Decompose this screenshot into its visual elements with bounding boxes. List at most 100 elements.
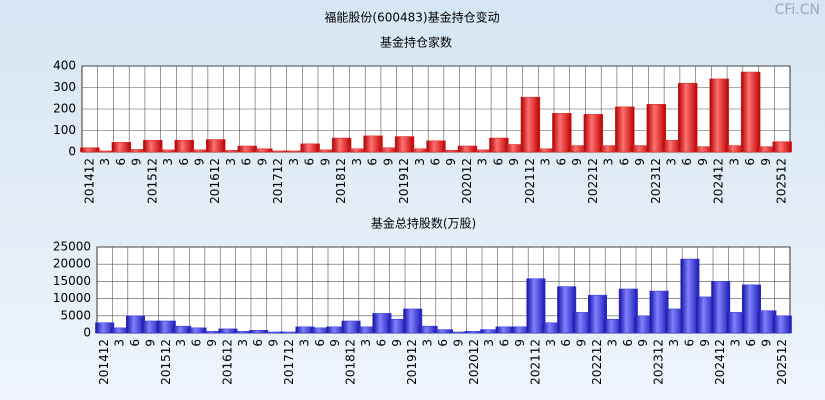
y-tick-label: 400 bbox=[53, 59, 76, 73]
x-tick-label: 3 bbox=[729, 339, 743, 347]
x-tick-label: 6 bbox=[491, 158, 505, 166]
y-tick-label: 25000 bbox=[53, 240, 91, 254]
watermark: CFi.CN bbox=[775, 2, 820, 18]
y-tick-label: 5000 bbox=[60, 308, 91, 322]
x-tick-label: 3 bbox=[287, 158, 301, 166]
bar bbox=[520, 96, 541, 153]
x-tick-label: 9 bbox=[130, 158, 144, 166]
bar bbox=[174, 139, 194, 153]
x-tick-label: 6 bbox=[374, 339, 388, 347]
x-tick-label: 202212 bbox=[586, 158, 600, 204]
x-tick-label: 3 bbox=[413, 158, 427, 166]
bar bbox=[300, 143, 320, 153]
x-tick-label: 6 bbox=[366, 158, 380, 166]
bar bbox=[618, 288, 638, 334]
x-tick-label: 9 bbox=[507, 158, 521, 166]
bar bbox=[709, 78, 729, 153]
x-tick-label: 9 bbox=[328, 339, 342, 347]
bar bbox=[143, 139, 163, 153]
bar bbox=[249, 329, 269, 334]
y-tick-label: 0 bbox=[83, 326, 91, 340]
x-tick-label: 6 bbox=[436, 339, 450, 347]
y-tick-label: 15000 bbox=[53, 274, 91, 288]
bar bbox=[426, 140, 446, 153]
page-title: 福能股份(600483)基金持仓变动 bbox=[324, 10, 499, 25]
x-tick-label: 3 bbox=[236, 339, 250, 347]
bar bbox=[111, 142, 132, 153]
y-tick-label: 200 bbox=[53, 102, 76, 116]
x-tick-label: 6 bbox=[128, 339, 142, 347]
x-tick-label: 6 bbox=[559, 339, 573, 347]
x-tick-label: 3 bbox=[350, 158, 364, 166]
x-tick-label: 6 bbox=[680, 158, 694, 166]
chart-title: 基金持仓家数 bbox=[380, 35, 452, 50]
x-tick-label: 6 bbox=[313, 339, 327, 347]
bar bbox=[772, 141, 792, 153]
x-tick-label: 6 bbox=[177, 158, 191, 166]
x-tick-label: 9 bbox=[255, 158, 269, 166]
x-tick-label: 9 bbox=[636, 339, 650, 347]
x-tick-label: 6 bbox=[744, 339, 758, 347]
x-tick-label: 3 bbox=[161, 158, 175, 166]
x-tick-label: 3 bbox=[605, 339, 619, 347]
x-tick-label: 3 bbox=[98, 158, 112, 166]
x-tick-label: 201412 bbox=[97, 339, 111, 385]
bar bbox=[583, 114, 604, 153]
x-tick-label: 3 bbox=[544, 339, 558, 347]
x-tick-label: 6 bbox=[240, 158, 254, 166]
x-tick-label: 9 bbox=[696, 158, 710, 166]
x-tick-label: 202512 bbox=[775, 158, 789, 204]
x-tick-label: 9 bbox=[193, 158, 207, 166]
x-tick-label: 9 bbox=[633, 158, 647, 166]
x-tick-label: 9 bbox=[575, 339, 589, 347]
x-tick-label: 9 bbox=[205, 339, 219, 347]
bar bbox=[552, 113, 572, 153]
x-tick-label: 201512 bbox=[145, 158, 159, 204]
bar bbox=[394, 136, 415, 153]
bar bbox=[434, 329, 453, 334]
y-tick-label: 300 bbox=[53, 80, 76, 94]
bar bbox=[457, 145, 478, 153]
x-tick-label: 202212 bbox=[590, 339, 604, 385]
bar bbox=[678, 82, 698, 153]
x-tick-label: 6 bbox=[303, 158, 317, 166]
x-tick-label: 6 bbox=[190, 339, 204, 347]
x-tick-label: 201612 bbox=[220, 339, 234, 385]
x-tick-label: 201712 bbox=[271, 158, 285, 204]
x-tick-label: 6 bbox=[621, 339, 635, 347]
x-tick-label: 3 bbox=[113, 339, 127, 347]
chart-title: 基金总持股数(万股) bbox=[371, 216, 476, 231]
y-tick-label: 10000 bbox=[53, 291, 91, 305]
x-tick-label: 9 bbox=[444, 158, 458, 166]
x-tick-label: 9 bbox=[759, 158, 773, 166]
x-tick-label: 6 bbox=[498, 339, 512, 347]
x-tick-label: 202512 bbox=[775, 339, 789, 385]
x-tick-label: 6 bbox=[429, 158, 443, 166]
x-tick-label: 9 bbox=[451, 339, 465, 347]
x-tick-label: 202112 bbox=[523, 158, 537, 204]
bar bbox=[187, 327, 207, 334]
x-tick-label: 9 bbox=[318, 158, 332, 166]
bar bbox=[218, 328, 238, 334]
bar bbox=[742, 284, 761, 334]
bar bbox=[740, 71, 761, 153]
bar bbox=[646, 104, 666, 153]
x-tick-label: 201612 bbox=[208, 158, 222, 204]
x-tick-label: 9 bbox=[570, 158, 584, 166]
x-tick-label: 3 bbox=[421, 339, 435, 347]
x-tick-label: 202012 bbox=[460, 158, 474, 204]
bar bbox=[588, 294, 607, 334]
x-tick-label: 3 bbox=[174, 339, 188, 347]
x-tick-label: 201812 bbox=[344, 339, 358, 385]
x-tick-label: 6 bbox=[743, 158, 757, 166]
bar bbox=[526, 278, 546, 334]
x-tick-label: 6 bbox=[251, 339, 265, 347]
x-tick-label: 6 bbox=[114, 158, 128, 166]
x-tick-label: 9 bbox=[267, 339, 281, 347]
x-tick-label: 3 bbox=[482, 339, 496, 347]
x-tick-label: 6 bbox=[554, 158, 568, 166]
x-tick-label: 201512 bbox=[159, 339, 173, 385]
x-tick-label: 201412 bbox=[82, 158, 96, 204]
bar bbox=[711, 281, 731, 334]
